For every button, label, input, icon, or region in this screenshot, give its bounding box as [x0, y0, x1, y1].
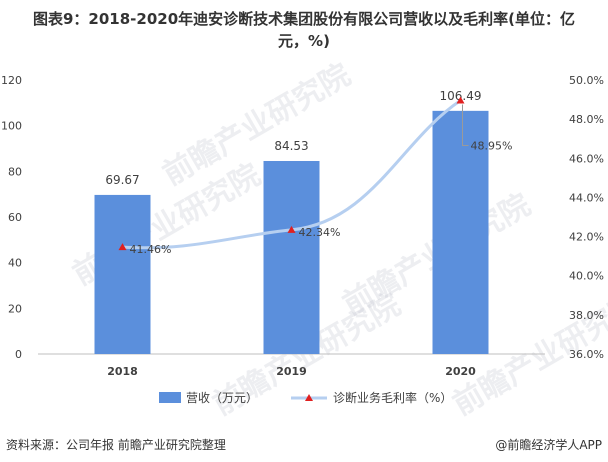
- y-right-tick-label: 42.0%: [569, 231, 604, 244]
- line-marker-2019: [287, 225, 296, 233]
- y-left-tick-label: 120: [1, 74, 22, 87]
- legend-swatch-margin-marker: [305, 394, 313, 401]
- legend-label-revenue: 营收（万元）: [186, 391, 258, 405]
- bar-revenue-2018: [94, 194, 151, 354]
- y-right-tick-label: 36.0%: [569, 348, 604, 361]
- line-marker-2018: [118, 243, 127, 251]
- bar-value-label: 84.53: [274, 139, 308, 153]
- y-right-tick-label: 44.0%: [569, 191, 604, 204]
- line-value-label: 48.95%: [471, 140, 513, 153]
- y-left-tick-label: 100: [1, 120, 22, 133]
- chart-title-line-2: 元，%): [278, 32, 330, 50]
- x-tick-label: 2020: [445, 365, 476, 378]
- line-marker-2020: [456, 96, 465, 104]
- combo-chart: 0 20 40 60 80 100 120 36.0% 38.0% 40.0% 42.0% 44.0%…: [1, 74, 604, 405]
- label-leader-line: [462, 104, 469, 147]
- y-left-tick-label: 0: [15, 348, 22, 361]
- bar-value-label: 106.49: [440, 89, 482, 103]
- line-value-label: 41.46%: [130, 243, 172, 256]
- y-right-tick-label: 40.0%: [569, 270, 604, 283]
- chart-title-line-1: 图表9：2018-2020年迪安诊断技术集团股份有限公司营收以及毛利率(单位：亿: [32, 10, 576, 28]
- y-left-tick-label: 80: [8, 165, 22, 178]
- y-right-tick-label: 38.0%: [569, 309, 604, 322]
- source-note: 资料来源：公司年报 前瞻产业研究院整理: [6, 438, 226, 452]
- y-left-tick-label: 60: [8, 211, 22, 224]
- y-right-tick-label: 50.0%: [569, 74, 604, 87]
- legend-swatch-revenue: [159, 392, 181, 403]
- bar-revenue-2019: [263, 160, 320, 354]
- x-tick-label: 2018: [107, 365, 138, 378]
- y-left-tick-label: 40: [8, 257, 22, 270]
- x-tick-label: 2019: [276, 365, 307, 378]
- brand-credit: @前瞻经济学人APP: [495, 438, 602, 452]
- bar-value-label: 69.67: [105, 173, 139, 187]
- y-left-tick-label: 20: [8, 302, 22, 315]
- bar-revenue-2020: [432, 110, 489, 354]
- y-right-tick-label: 48.0%: [569, 113, 604, 126]
- y-right-tick-label: 46.0%: [569, 152, 604, 165]
- legend-label-margin: 诊断业务毛利率（%）: [333, 390, 452, 405]
- chart-title: 图表9：2018-2020年迪安诊断技术集团股份有限公司营收以及毛利率(单位：亿…: [0, 8, 608, 52]
- line-value-label: 42.34%: [299, 226, 341, 239]
